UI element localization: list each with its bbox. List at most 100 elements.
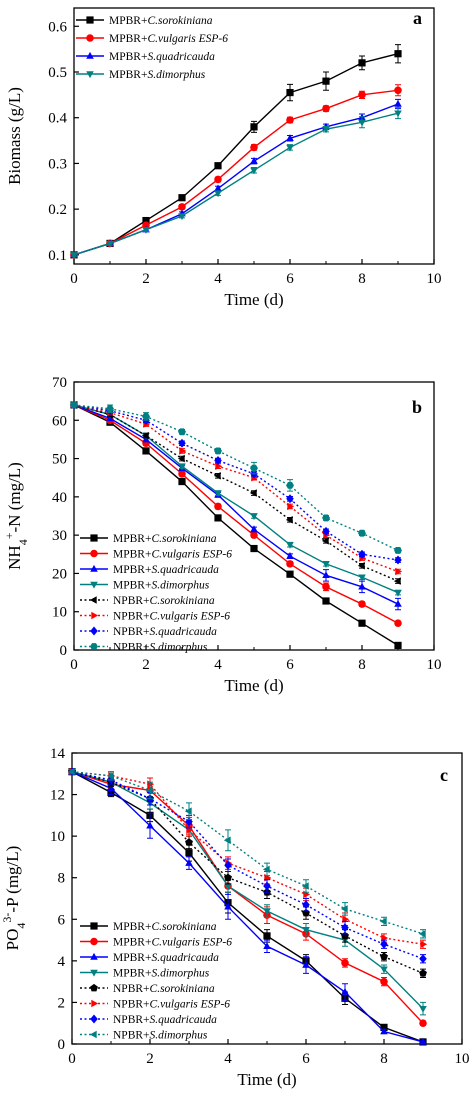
legend-label-species: S.quadricauda <box>151 952 219 964</box>
series-npbr-s-dimorphus <box>70 401 402 554</box>
legend-marker <box>90 549 98 558</box>
legend-item: MPBR+C.vulgaris ESP-6 <box>80 549 232 561</box>
legend-label-prefix: MPBR+ <box>109 15 147 27</box>
series-npbr-s-dimorphus <box>67 767 426 939</box>
data-point <box>394 589 402 597</box>
legend-label: MPBR+S.quadricauda <box>113 952 219 964</box>
chart-panel-a: 0 2 4 6 8 10 0.1 0.2 0.3 0.4 0.5 0.6 Time (d) Biomass… <box>5 7 442 309</box>
x-tick-label: 10 <box>427 657 442 673</box>
legend-label: MPBR+C.vulgaris ESP-6 <box>113 549 232 561</box>
legend-marker <box>86 34 94 42</box>
x-tick-label: 4 <box>224 1051 232 1067</box>
legend-item: MPBR+S.quadricauda <box>80 952 219 964</box>
data-point <box>223 836 231 845</box>
data-point <box>178 463 186 471</box>
data-point <box>322 104 330 113</box>
legend-label-species: S.dimorphus <box>147 69 205 81</box>
data-point <box>213 472 221 480</box>
data-point <box>394 110 402 118</box>
data-point <box>178 213 186 221</box>
data-point <box>302 960 310 968</box>
data-point <box>379 917 387 926</box>
legend-item: NPBR+C.sorokiniana <box>80 595 215 607</box>
data-point <box>394 619 402 627</box>
data-point <box>342 915 350 924</box>
legend-marker <box>89 596 97 604</box>
legend-label: NPBR+S.quadricauda <box>113 626 217 638</box>
legend-label-prefix: MPBR+ <box>113 952 151 964</box>
data-point <box>250 167 258 175</box>
legend-label: MPBR+C.sorokiniana <box>109 15 213 27</box>
y-tick-label: 14 <box>50 746 66 762</box>
series-line <box>71 771 424 1010</box>
series-line <box>73 404 399 594</box>
legend-label-prefix: NPBR+ <box>113 642 150 654</box>
series-line <box>71 771 424 974</box>
data-point <box>420 940 428 949</box>
data-point <box>263 942 271 950</box>
y-tick-label: 0.1 <box>48 248 67 264</box>
data-point <box>224 883 232 891</box>
legend-item: MPBR+C.sorokiniana <box>76 15 213 27</box>
series-line <box>71 771 424 960</box>
data-point <box>286 494 294 504</box>
y-tick-label: 0.3 <box>48 156 67 172</box>
data-point <box>106 240 114 248</box>
legend-label: NPBR+C.sorokiniana <box>113 983 215 995</box>
y-axis-title-part: 4 <box>14 923 28 929</box>
data-point <box>224 860 232 870</box>
panel-letter: a <box>413 8 422 28</box>
series-mpbr-s-quadricauda <box>70 98 402 258</box>
series-line <box>71 771 424 1043</box>
y-axis-title-part: 4 <box>16 539 30 545</box>
legend-marker <box>91 999 99 1008</box>
data-point <box>419 1005 427 1013</box>
legend-label-prefix: MPBR+ <box>113 533 151 545</box>
legend-label: NPBR+S.dimorphus <box>113 642 208 654</box>
legend-marker <box>90 564 98 572</box>
y-tick-label: 2 <box>58 995 66 1011</box>
data-point <box>145 786 153 795</box>
data-point <box>394 547 402 554</box>
y-axis-title: NH4+-N (mg/L) <box>2 462 30 570</box>
legend-label-prefix: NPBR+ <box>113 611 150 623</box>
x-tick-label: 6 <box>286 657 294 673</box>
legend-item: MPBR+C.sorokiniana <box>80 921 217 933</box>
legend-item: MPBR+S.dimorphus <box>80 968 210 980</box>
legend-marker <box>90 534 98 542</box>
data-point <box>419 1019 427 1027</box>
legend-item: MPBR+S.dimorphus <box>76 69 206 81</box>
legend-marker <box>90 581 98 589</box>
data-point <box>358 59 366 67</box>
data-point <box>142 227 150 234</box>
legend-label: MPBR+S.dimorphus <box>109 69 206 81</box>
data-point <box>250 157 258 164</box>
y-tick-label: 6 <box>58 912 66 928</box>
legend-label-species: C.sorokiniana <box>151 533 216 545</box>
data-point <box>380 966 388 974</box>
data-point <box>380 977 388 986</box>
series-line <box>71 771 424 1024</box>
legend-marker <box>90 937 98 946</box>
legend-label: MPBR+S.dimorphus <box>113 968 210 980</box>
y-tick-label: 40 <box>52 490 67 506</box>
data-point <box>341 987 349 995</box>
x-tick-label: 0 <box>70 271 78 287</box>
legend-item: NPBR+S.quadricauda <box>80 626 217 638</box>
series-mpbr-c-vulgaris-esp-6 <box>70 401 402 627</box>
x-tick-label: 10 <box>455 1051 470 1067</box>
legend-item: NPBR+C.sorokiniana <box>80 983 215 995</box>
data-point <box>358 91 366 99</box>
data-point <box>179 447 187 455</box>
x-tick-label: 10 <box>427 271 442 287</box>
data-point <box>142 447 150 455</box>
series-mpbr-s-quadricauda <box>68 767 427 1045</box>
y-tick-label: 10 <box>52 605 67 621</box>
legend-label-species: S.dimorphus <box>151 580 209 592</box>
series-line <box>73 53 399 256</box>
data-point <box>394 99 402 107</box>
series-line <box>73 112 399 256</box>
